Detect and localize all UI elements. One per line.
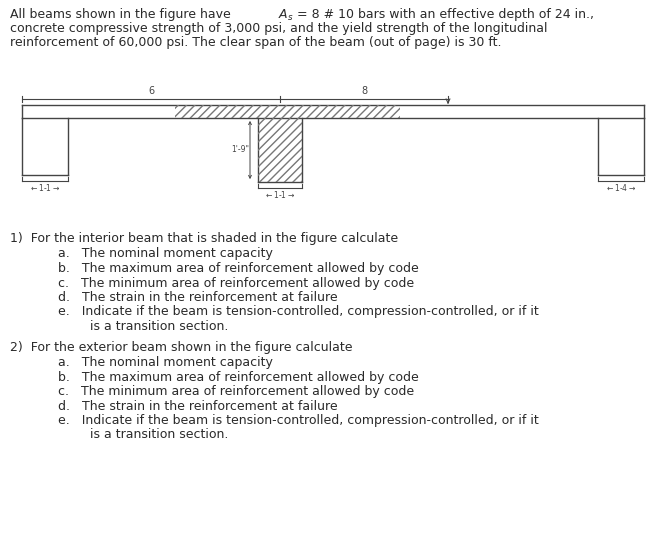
Text: 1)  For the interior beam that is shaded in the figure calculate: 1) For the interior beam that is shaded … [10, 232, 398, 245]
Text: 2)  For the exterior beam shown in the figure calculate: 2) For the exterior beam shown in the fi… [10, 341, 353, 354]
Text: = 8 # 10 bars with an effective depth of 24 in.,: = 8 # 10 bars with an effective depth of… [293, 8, 594, 21]
Text: $\leftarrow$1-1$\rightarrow$: $\leftarrow$1-1$\rightarrow$ [29, 182, 60, 193]
Text: 1'-9": 1'-9" [231, 145, 249, 154]
Text: c.   The minimum area of reinforcement allowed by code: c. The minimum area of reinforcement all… [58, 277, 414, 289]
Text: c.   The minimum area of reinforcement allowed by code: c. The minimum area of reinforcement all… [58, 385, 414, 398]
Text: d.   The strain in the reinforcement at failure: d. The strain in the reinforcement at fa… [58, 291, 337, 304]
Text: e.   Indicate if the beam is tension-controlled, compression-controlled, or if i: e. Indicate if the beam is tension-contr… [58, 414, 539, 427]
Text: reinforcement of 60,000 psi. The clear span of the beam (out of page) is 30 ft.: reinforcement of 60,000 psi. The clear s… [10, 36, 501, 49]
Text: 8: 8 [361, 86, 367, 96]
Text: a.   The nominal moment capacity: a. The nominal moment capacity [58, 247, 273, 261]
Text: is a transition section.: is a transition section. [58, 429, 228, 441]
Text: concrete compressive strength of 3,000 psi, and the yield strength of the longit: concrete compressive strength of 3,000 p… [10, 22, 548, 35]
Text: e.   Indicate if the beam is tension-controlled, compression-controlled, or if i: e. Indicate if the beam is tension-contr… [58, 305, 539, 318]
Text: d.   The strain in the reinforcement at failure: d. The strain in the reinforcement at fa… [58, 399, 337, 413]
Bar [175, 105, 400, 118]
Text: $\leftarrow$1-1$\rightarrow$: $\leftarrow$1-1$\rightarrow$ [264, 189, 295, 200]
Text: All beams shown in the figure have: All beams shown in the figure have [10, 8, 235, 21]
Text: $A_s$: $A_s$ [278, 8, 293, 23]
Text: a.   The nominal moment capacity: a. The nominal moment capacity [58, 356, 273, 369]
Text: 6: 6 [148, 86, 154, 96]
Text: b.   The maximum area of reinforcement allowed by code: b. The maximum area of reinforcement all… [58, 262, 419, 275]
Text: is a transition section.: is a transition section. [58, 320, 228, 333]
Text: $\leftarrow$1-4$\rightarrow$: $\leftarrow$1-4$\rightarrow$ [606, 182, 637, 193]
Bar [258, 118, 302, 182]
Text: b.   The maximum area of reinforcement allowed by code: b. The maximum area of reinforcement all… [58, 370, 419, 383]
